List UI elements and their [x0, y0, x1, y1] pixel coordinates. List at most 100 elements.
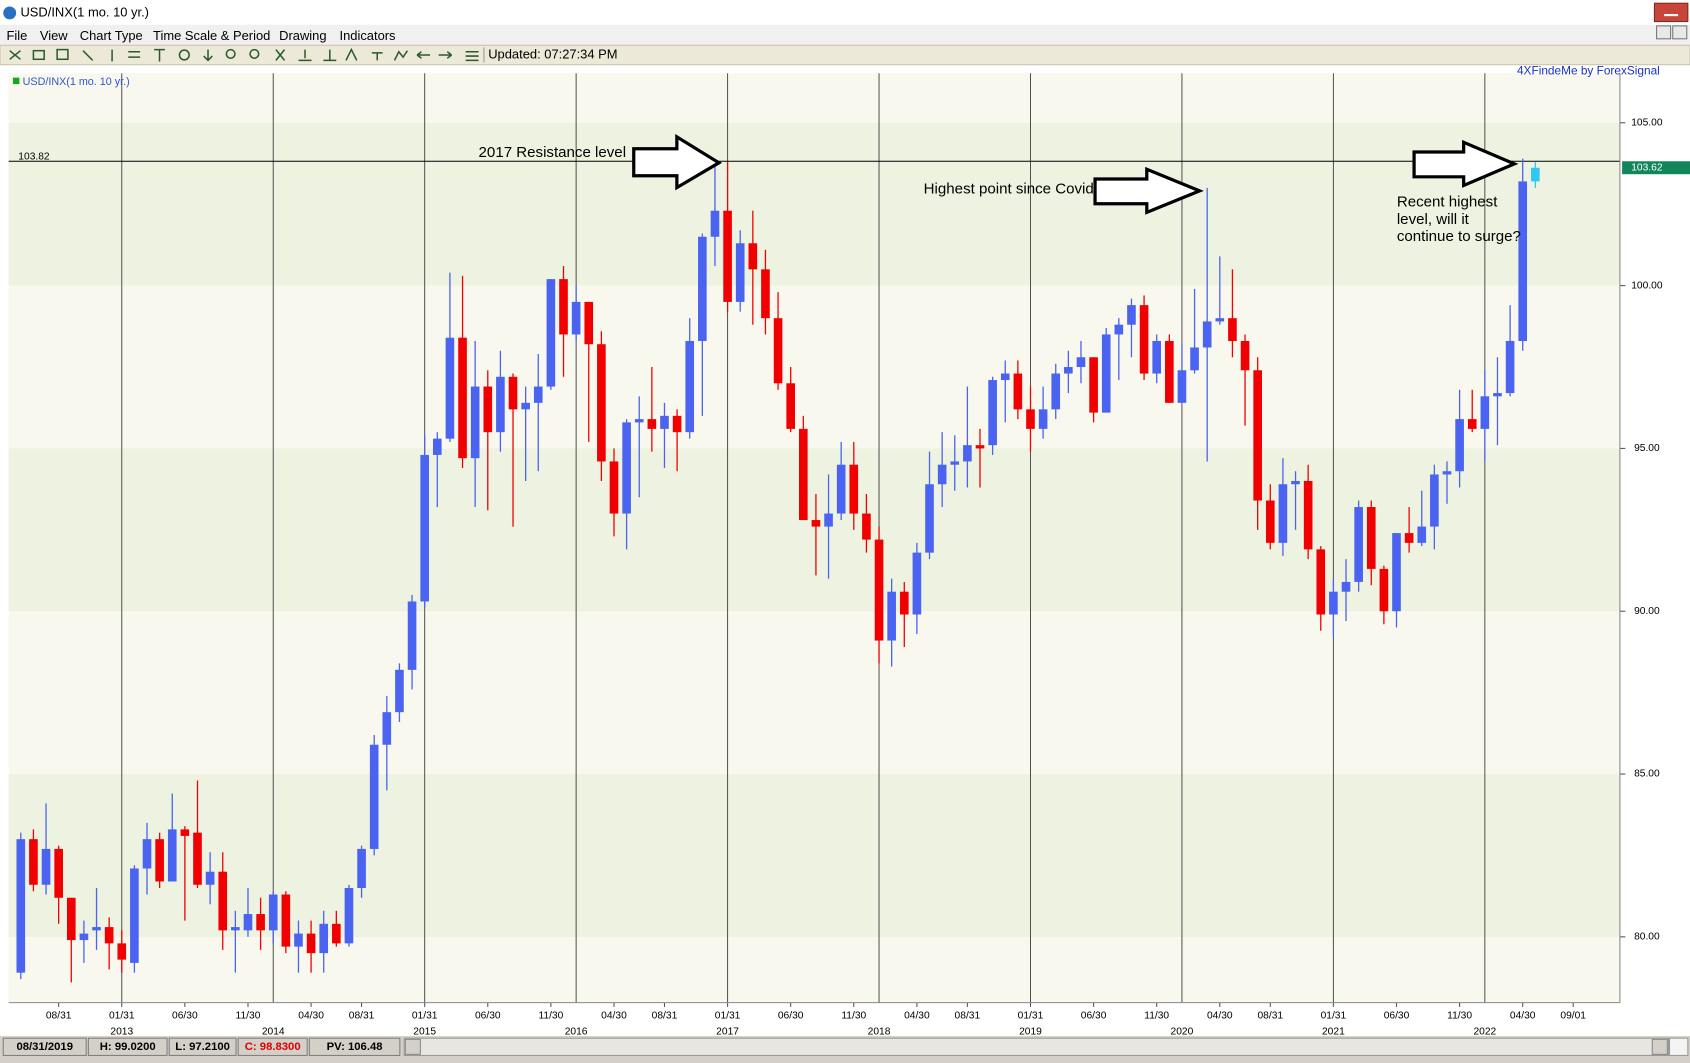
- menu-item[interactable]: View: [40, 28, 68, 43]
- tool-icon[interactable]: [465, 50, 479, 62]
- tool-icon[interactable]: [82, 50, 94, 61]
- status-box: [308, 1037, 401, 1056]
- candle-body: [685, 340, 695, 433]
- candle-body: [167, 829, 177, 882]
- candle-body: [117, 943, 127, 960]
- year-label: 2015: [413, 1026, 436, 1037]
- y-tick-label: 80.00: [1634, 932, 1660, 943]
- year-label: 2018: [868, 1026, 891, 1037]
- candle-body: [1165, 340, 1174, 403]
- candle-body: [1379, 568, 1389, 612]
- candle-body: [180, 829, 190, 836]
- x-tick-label: 11/30: [841, 1010, 866, 1021]
- candle-body: [723, 210, 732, 302]
- menu-item[interactable]: Chart Type: [80, 28, 143, 43]
- y-tick-label: 100.00: [1631, 280, 1663, 291]
- annotation: continue to surge?: [1397, 228, 1521, 245]
- app-icon: [3, 6, 17, 20]
- candle-body: [975, 445, 985, 449]
- tool-icon[interactable]: [32, 49, 45, 61]
- menu-item[interactable]: Drawing: [279, 28, 326, 43]
- x-tick-label: 04/30: [1207, 1010, 1233, 1021]
- tool-icon[interactable]: [203, 49, 213, 62]
- tool-icon[interactable]: [225, 48, 236, 59]
- candle-body: [698, 236, 707, 341]
- candle-body: [16, 839, 26, 973]
- candle-body: [294, 933, 303, 947]
- candle-body: [1127, 305, 1136, 325]
- candle-body: [319, 923, 329, 954]
- arrows: [632, 134, 1519, 215]
- window-button[interactable]: [1653, 2, 1689, 23]
- candle-body: [912, 552, 922, 615]
- candle-body: [521, 402, 530, 410]
- tool-icon[interactable]: [56, 48, 69, 61]
- status-text: PV: 106.48: [327, 1041, 383, 1053]
- candle-body: [899, 591, 909, 615]
- candle-body: [1215, 318, 1225, 322]
- tool-icon[interactable]: [298, 49, 312, 62]
- candle-body: [798, 428, 808, 521]
- candle-body: [1152, 340, 1162, 374]
- y-tick-label: 90.00: [1634, 606, 1660, 617]
- menu-item[interactable]: Indicators: [340, 28, 396, 43]
- tool-icon[interactable]: [128, 50, 141, 58]
- tool-icon[interactable]: [371, 52, 383, 61]
- toolbar: [0, 44, 1690, 66]
- candle-body: [887, 591, 896, 641]
- candle-body: [773, 318, 783, 384]
- annotation: level, will it: [1397, 211, 1470, 228]
- plot: 80.00 85.00 90.00 95.00 100.00 105.00 08/31 01/…: [8, 73, 1690, 1037]
- tool-icon[interactable]: [438, 51, 453, 59]
- candle-body: [1139, 305, 1149, 374]
- candle-body: [281, 894, 291, 947]
- tool-icon[interactable]: [345, 47, 358, 61]
- candle-body: [735, 243, 745, 302]
- scroll-right[interactable]: [1651, 1038, 1668, 1055]
- candle-body: [937, 464, 947, 485]
- mdi-restore[interactable]: [1672, 25, 1688, 40]
- candle-body: [1064, 367, 1073, 374]
- candle-body: [811, 520, 821, 527]
- scrollbar[interactable]: [403, 1037, 1669, 1056]
- tool-icon[interactable]: [249, 48, 260, 59]
- scroll-left[interactable]: [404, 1038, 421, 1055]
- candle-body: [142, 839, 152, 869]
- x-tick-label: 01/31: [1018, 1010, 1044, 1021]
- candle-body: [458, 337, 467, 459]
- candle-body: [609, 461, 619, 514]
- x-tick-label: 11/30: [1144, 1010, 1169, 1021]
- candle-body: [950, 461, 960, 465]
- candle-body: [29, 839, 38, 885]
- tool-icon[interactable]: [178, 49, 190, 61]
- candle-body: [268, 894, 278, 931]
- candle-body: [634, 419, 644, 423]
- x-tick-label: 04/30: [904, 1010, 930, 1021]
- x-tick-label: 06/30: [1081, 1010, 1107, 1021]
- x-tick-label: 06/30: [778, 1010, 804, 1021]
- candle-body: [849, 464, 859, 514]
- candle-body: [1480, 396, 1490, 429]
- tool-icon[interactable]: [323, 49, 337, 62]
- candle-body: [1026, 409, 1035, 429]
- tool-icon[interactable]: [275, 49, 286, 61]
- x-tick-label: 01/31: [412, 1010, 438, 1021]
- menu-item[interactable]: File: [6, 28, 27, 43]
- tool-icon[interactable]: [416, 51, 431, 59]
- candle-body: [786, 383, 796, 429]
- candle-body: [546, 279, 556, 387]
- candle-body: [1278, 484, 1288, 543]
- chart-title: USD/INX(1 mo. 10 yr.): [23, 76, 130, 88]
- mdi-minimize[interactable]: [1656, 25, 1672, 40]
- candle-body: [508, 376, 518, 410]
- candle-body: [1303, 480, 1313, 550]
- candle-body: [1341, 581, 1351, 592]
- x-tick-label: 06/30: [475, 1010, 501, 1021]
- menu-item[interactable]: Time Scale & Period: [153, 28, 270, 43]
- grid-band: [8, 448, 1620, 612]
- tool-icon[interactable]: [154, 48, 165, 62]
- annotation: 2017 Resistance level: [479, 144, 627, 161]
- tool-icon[interactable]: [393, 50, 409, 61]
- tool-icon[interactable]: [9, 50, 21, 60]
